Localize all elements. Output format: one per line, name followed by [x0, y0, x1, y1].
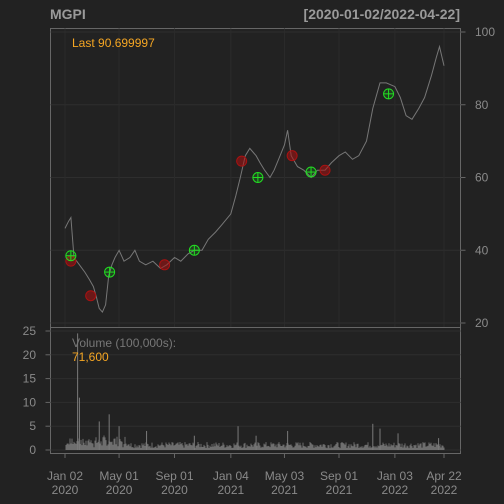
volume-label: Volume (100,000s): [72, 336, 176, 350]
buy-signal-marker [104, 266, 116, 278]
buy-signal-marker [188, 244, 200, 256]
buy-signal-marker [383, 88, 395, 100]
x-tick-label-year: 2021 [271, 483, 298, 497]
x-tick-label-date: Jan 03 [377, 469, 413, 483]
sell-signal-marker [319, 164, 331, 176]
last-price-label: Last 90.699997 [72, 36, 155, 50]
volume-panel-border [50, 327, 461, 454]
sell-signal-marker [286, 150, 298, 162]
sell-signal-marker [236, 155, 248, 167]
buy-signal-marker [65, 250, 77, 262]
x-tick-label-date: Apr 22 [426, 469, 462, 483]
volume-y-tick-label: 20 [23, 348, 37, 362]
price-y-tick-label: 80 [475, 98, 489, 112]
price-grid [50, 28, 461, 328]
volume-y-tick-label: 5 [29, 419, 36, 433]
x-tick-label-year: 2020 [161, 483, 188, 497]
sell-signal-marker [85, 290, 97, 302]
buy-signal-marker [305, 166, 317, 178]
x-tick-label-date: Sep 01 [155, 469, 193, 483]
x-tick-label-date: Jan 04 [213, 469, 249, 483]
x-tick-label-date: Sep 01 [320, 469, 358, 483]
buy-signal-marker [252, 172, 264, 183]
price-y-tick-label: 60 [475, 171, 489, 185]
price-y-tick-label: 40 [475, 243, 489, 257]
volume-y-axis: 0 5 10 15 20 25 [23, 324, 51, 457]
price-y-tick-label: 20 [475, 316, 489, 330]
x-tick-label-date: May 03 [265, 469, 305, 483]
volume-y-tick-label: 25 [23, 324, 37, 338]
chart-date-range: [2020-01-02/2022-04-22] [304, 6, 460, 22]
signal-markers [65, 88, 395, 302]
price-series-line [64, 44, 445, 314]
x-tick-label-year: 2022 [382, 483, 409, 497]
price-y-axis: 20 40 60 80 100 [460, 25, 495, 330]
x-tick-label-year: 2021 [217, 483, 244, 497]
volume-bars [65, 333, 445, 450]
chart-symbol: MGPI [50, 6, 86, 22]
price-panel: 20 40 60 80 100 Last 90.699997 [50, 25, 495, 330]
x-tick-label-date: May 01 [99, 469, 139, 483]
x-tick-label-year: 2020 [106, 483, 133, 497]
x-tick-label-date: Jan 02 [47, 469, 83, 483]
price-y-tick-label: 100 [475, 25, 495, 39]
x-tick-label-year: 2021 [326, 483, 353, 497]
volume-y-tick-label: 15 [23, 372, 37, 386]
volume-panel: 0 5 10 15 20 25 Volume (100,000s): 71,600 [23, 324, 461, 457]
volume-y-tick-label: 0 [29, 443, 36, 457]
x-tick-label-year: 2020 [52, 483, 79, 497]
x-tick-label-year: 2022 [431, 483, 458, 497]
sell-signal-marker [159, 259, 171, 271]
volume-value: 71,600 [72, 350, 109, 364]
volume-y-tick-label: 10 [23, 395, 37, 409]
